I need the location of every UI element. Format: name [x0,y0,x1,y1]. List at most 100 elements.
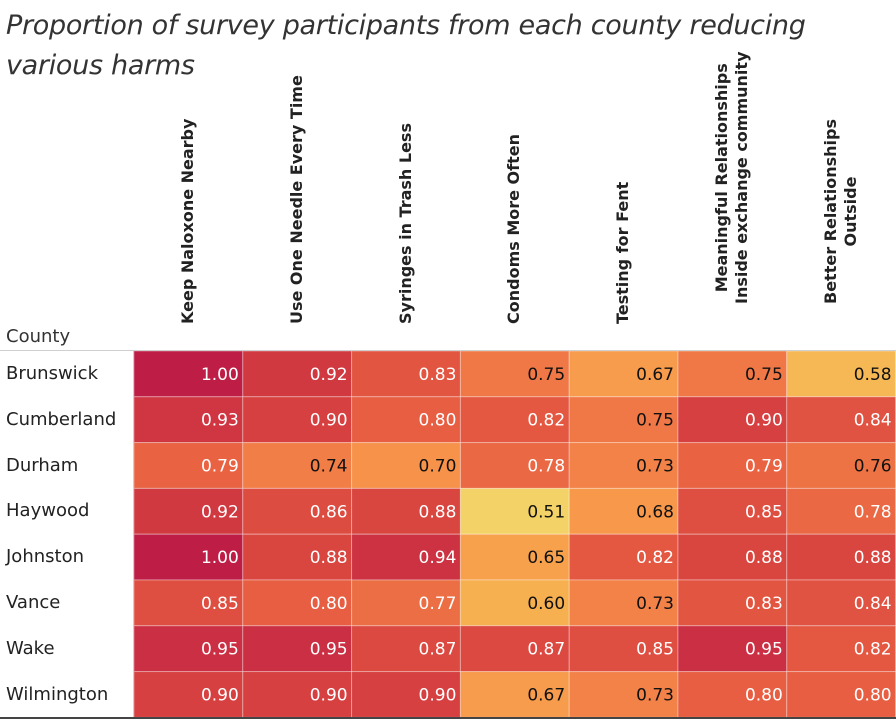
heatmap-cell-label: 0.83 [745,594,783,614]
heatmap-cell-label: 0.84 [854,594,892,614]
heatmap-cell [134,533,244,581]
row-label: Wilmington [6,683,109,705]
column-header: Use One Needle Every Time [243,75,351,348]
row-label-divider [133,350,134,718]
heatmap-cell-label: 0.85 [201,594,239,614]
heatmap-cell [459,396,570,444]
heatmap-cell [786,396,896,444]
heatmap-cell-label: 0.80 [854,686,892,706]
heatmap-cell-label: 0.90 [745,411,783,431]
column-header-label: Syringes in Trash Less [395,123,415,324]
heatmap-cell [568,442,679,489]
heatmap-cell-label: 0.90 [310,686,348,706]
heatmap-cell-label: 0.90 [419,686,457,706]
row-label: Haywood [6,500,90,522]
heatmap-cell [134,487,244,535]
heatmap-cell-label: 0.90 [310,411,348,431]
heatmap-grid: 1.00 0.92 0.83 0.75 0.67 0.75 0.58 0.93 0.90 0.80… [134,351,896,717]
column-header-label: Use One Needle Every Time [286,75,306,324]
heatmap-cell [786,442,896,489]
heatmap-cell-label: 0.79 [201,457,239,477]
row-label: Johnston [6,546,84,568]
heatmap-cell [677,625,788,673]
heatmap-cell-label: 0.82 [636,548,674,568]
heatmap-cell-label: 0.75 [527,365,565,385]
heatmap-cell-label: 0.88 [310,548,348,568]
heatmap-cell [134,579,244,627]
heatmap-cell-label: 0.77 [419,594,457,614]
heatmap-cell [677,442,788,489]
heatmap-cell [568,533,679,581]
column-header: Condoms More Often [460,90,568,348]
heatmap-cell [677,396,788,444]
heatmap-cell-label: 0.60 [527,594,565,614]
column-header-label: Better Relationships Outside [820,119,860,304]
column-header: Meaningful Relationships Inside exchange … [678,52,786,348]
heatmap-cell [459,351,570,398]
heatmap-cell [459,487,570,535]
heatmap-cell-label: 0.95 [201,640,239,660]
heatmap-cell-label: 0.73 [636,457,674,477]
header-divider [0,350,896,351]
heatmap-cell-label: 0.76 [854,457,892,477]
heatmap-cell-label: 0.86 [310,502,348,522]
heatmap-cell [459,671,570,717]
column-header: Testing for Fent [569,90,677,348]
heatmap-cell-label: 0.67 [636,365,674,385]
heatmap-cell-label: 0.73 [636,686,674,706]
heatmap-cell-label: 0.85 [636,640,674,660]
row-header: County [6,326,71,347]
heatmap-cell-label: 1.00 [201,548,239,568]
heatmap-cell-label: 0.78 [527,457,565,477]
heatmap-cell [459,442,570,489]
heatmap-cell [786,625,896,673]
heatmap-cell-label: 1.00 [201,365,239,385]
heatmap-cell [568,625,679,673]
heatmap-cell-label: 0.82 [854,640,892,660]
heatmap-cell [351,625,461,673]
row-label: Cumberland [6,408,117,430]
heatmap-cell [351,396,461,444]
heatmap-cell [134,442,244,489]
heatmap-cell-label: 0.92 [201,502,239,522]
heatmap-cell-label: 0.88 [419,502,457,522]
column-header-label: Testing for Fent [613,181,633,324]
heatmap-cell [242,625,353,673]
heatmap-cell-label: 0.88 [854,548,892,568]
heatmap-cell [568,487,679,535]
heatmap-cell-label: 0.67 [527,686,565,706]
heatmap-cell-label: 0.75 [745,365,783,385]
row-label: Durham [6,454,79,476]
heatmap-cell [242,533,353,581]
heatmap-cell [786,671,896,717]
heatmap-cell [351,351,461,398]
heatmap-cell-label: 0.65 [527,548,565,568]
heatmap-cell-label: 0.87 [419,640,457,660]
heatmap-cell [677,487,788,535]
row-label: Vance [6,592,61,613]
heatmap-cell-label: 0.83 [419,365,457,385]
heatmap-cell-label: 0.84 [854,411,892,431]
heatmap-cell-label: 0.88 [745,548,783,568]
heatmap-cell-label: 0.75 [636,411,674,431]
heatmap-cell-label: 0.78 [854,502,892,522]
heatmap-cell-label: 0.58 [854,365,892,385]
heatmap-cell [459,625,570,673]
heatmap-cell-label: 0.82 [527,411,565,431]
column-header: Better Relationships Outside [787,90,895,348]
heatmap-cell [134,671,244,717]
heatmap-cell-label: 0.80 [310,594,348,614]
bottom-rule [0,717,896,719]
heatmap-cell [351,671,461,717]
heatmap-cell-label: 0.93 [201,411,239,431]
heatmap-cell [242,487,353,535]
heatmap-cell [786,351,896,398]
row-label: Wake [6,637,55,659]
heatmap-cell-label: 0.74 [310,457,348,477]
heatmap-cell [134,625,244,673]
heatmap-cell-label: 0.73 [636,594,674,614]
heatmap-cell-label: 0.70 [419,457,457,477]
heatmap-cell-label: 0.95 [745,640,783,660]
column-header-label: Keep Naloxone Nearby [178,118,197,324]
heatmap-cell [242,442,353,489]
